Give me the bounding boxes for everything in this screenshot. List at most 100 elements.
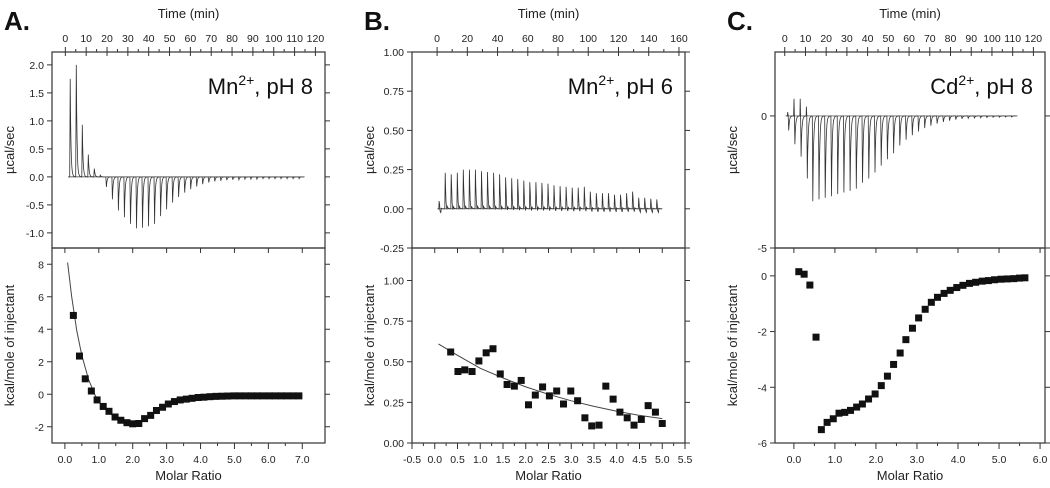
molar-ratio-tick-label: 2.0 xyxy=(125,454,140,466)
time-tick-label: 100 xyxy=(983,33,1001,45)
data-point xyxy=(129,420,137,428)
data-point xyxy=(289,392,297,400)
condition-annotation: Mn2+, pH 6 xyxy=(568,72,673,99)
heat-tick-label: -4 xyxy=(758,382,767,394)
data-point xyxy=(164,400,172,408)
data-point xyxy=(800,270,808,278)
molar-ratio-tick-label: 0.5 xyxy=(450,454,465,466)
molar-ratio-tick-label: 7.0 xyxy=(295,454,310,466)
annotation-condition: , pH 8 xyxy=(254,74,313,99)
data-point xyxy=(953,284,961,292)
data-point xyxy=(206,393,214,401)
annotation-charge: 2+ xyxy=(958,72,974,88)
data-point xyxy=(152,407,160,414)
data-point xyxy=(896,349,904,357)
data-point xyxy=(224,392,232,400)
data-point xyxy=(531,391,539,399)
heat-tick-label: 0.75 xyxy=(384,316,405,328)
molar-ratio-tick-label: 3.0 xyxy=(564,454,579,466)
heat-tick-label: -2 xyxy=(758,327,767,339)
data-point xyxy=(539,383,547,391)
time-tick-label: 70 xyxy=(205,33,217,45)
data-point xyxy=(545,392,553,400)
time-tick-label: 80 xyxy=(552,33,564,45)
power-tick-label: 0.0 xyxy=(29,172,44,184)
data-point xyxy=(194,394,202,401)
data-point xyxy=(111,413,119,421)
time-tick-label: 80 xyxy=(226,33,238,45)
power-tick-label: -1.0 xyxy=(26,228,44,240)
molar-ratio-tick-label: 5.0 xyxy=(227,454,242,466)
time-tick-label: 160 xyxy=(670,33,688,45)
heat-tick-label: 0 xyxy=(761,271,767,283)
time-tick-label: 30 xyxy=(122,33,134,45)
data-point xyxy=(254,392,262,400)
time-tick-label: 50 xyxy=(164,33,176,45)
molar-ratio-tick-label: 1.0 xyxy=(828,454,843,466)
molar-ratio-tick-label: 1.5 xyxy=(496,454,511,466)
data-point xyxy=(454,368,462,375)
time-tick-label: 20 xyxy=(820,33,832,45)
panel-label: C. xyxy=(727,6,753,36)
data-point xyxy=(940,289,948,297)
power-tick-label: 0.5 xyxy=(29,144,44,156)
condition-annotation: Cd2+, pH 8 xyxy=(930,72,1033,99)
time-tick-label: 0 xyxy=(62,33,68,45)
data-point xyxy=(946,286,954,294)
annotation-condition: , pH 6 xyxy=(614,74,673,99)
fit-curve xyxy=(438,343,663,420)
data-point xyxy=(242,392,250,400)
data-point xyxy=(616,408,624,416)
time-tick-label: 110 xyxy=(1004,33,1021,45)
data-point xyxy=(602,382,610,390)
time-tick-label: 0 xyxy=(782,33,788,45)
data-point xyxy=(218,392,226,400)
molar-ratio-tick-label: 6.0 xyxy=(261,454,276,466)
isotherm-frame xyxy=(774,247,1046,444)
data-point xyxy=(461,366,469,374)
time-tick-label: 60 xyxy=(185,33,197,45)
data-point xyxy=(795,268,803,276)
data-point xyxy=(637,415,645,423)
molar-ratio-tick-label: 0.0 xyxy=(787,454,802,466)
power-axis-title: µcal/sec xyxy=(2,126,17,174)
time-tick-label: 110 xyxy=(286,33,303,45)
time-tick-label: 10 xyxy=(800,33,812,45)
molar-ratio-tick-label: 5.0 xyxy=(655,454,670,466)
heat-tick-label: 0.50 xyxy=(384,357,405,369)
annotation-ion: Cd xyxy=(930,74,958,99)
power-tick-label: -0.5 xyxy=(26,200,44,212)
power-tick-label: -0.25 xyxy=(380,243,404,255)
time-tick-label: 0 xyxy=(434,33,440,45)
data-point xyxy=(468,368,476,375)
heat-tick-label: 1.00 xyxy=(384,276,405,288)
condition-annotation: Mn2+, pH 8 xyxy=(208,72,313,99)
data-point xyxy=(574,397,582,405)
time-tick-label: 30 xyxy=(841,33,853,45)
data-point xyxy=(182,395,190,403)
molar-ratio-tick-label: 4.0 xyxy=(951,454,966,466)
data-point xyxy=(630,421,638,429)
time-tick-label: 80 xyxy=(945,33,957,45)
data-point xyxy=(259,392,267,400)
molar-ratio-tick-label: 2.0 xyxy=(869,454,884,466)
data-point xyxy=(283,392,291,400)
annotation-condition: , pH 8 xyxy=(974,74,1033,99)
molar-ratio-tick-label: 6.0 xyxy=(1033,454,1048,466)
data-point xyxy=(812,333,820,341)
data-point xyxy=(609,395,617,403)
data-point xyxy=(806,281,814,289)
data-point xyxy=(176,396,184,404)
data-point xyxy=(1021,274,1029,282)
panel-c: C. Time (min) 0 10 20 30 40 50 60 70 80 90 100 110 120… xyxy=(725,6,1050,483)
power-tick-label: 0.00 xyxy=(384,204,405,216)
time-tick-label: 100 xyxy=(579,33,597,45)
time-tick-label: 90 xyxy=(965,33,977,45)
molar-ratio-tick-label: 5.0 xyxy=(992,454,1007,466)
molar-ratio-tick-label: 4.5 xyxy=(632,454,647,466)
data-point xyxy=(447,348,455,356)
annotation-ion: Mn xyxy=(208,74,239,99)
molar-ratio-tick-label: 2.5 xyxy=(541,454,556,466)
time-tick-label: 120 xyxy=(610,33,628,45)
